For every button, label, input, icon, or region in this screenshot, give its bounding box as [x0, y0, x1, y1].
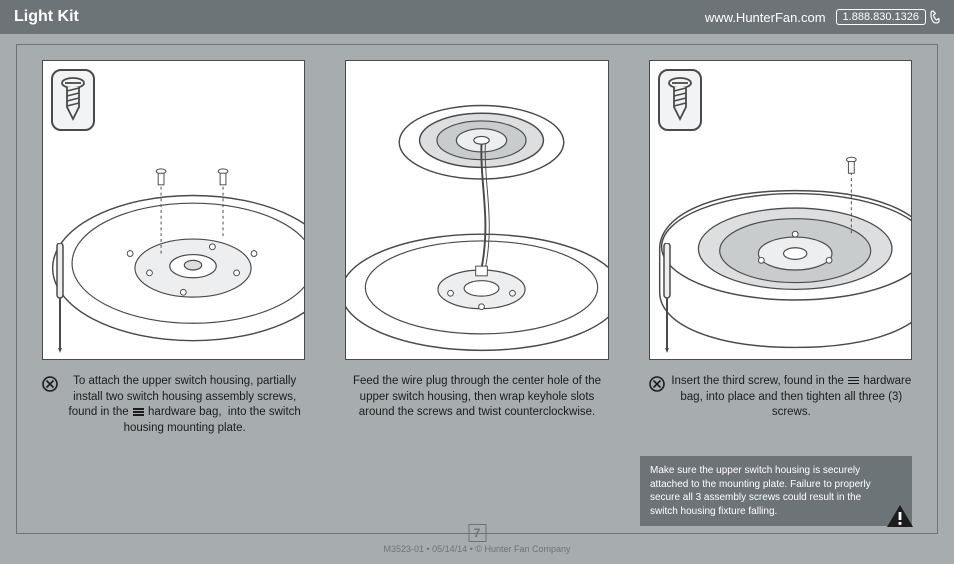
screwdriver-icon [658, 243, 676, 353]
screw-badge-icon [51, 69, 95, 131]
hardware-bag-icon [848, 377, 859, 385]
illustration-2 [346, 61, 607, 359]
page-footer: 7 M3523-01 • 05/14/14 • © Hunter Fan Com… [383, 524, 570, 554]
warning-text: Make sure the upper switch housing is se… [650, 465, 871, 517]
figure-3 [649, 60, 912, 360]
figure-1 [42, 60, 305, 360]
website-url: www.HunterFan.com [705, 10, 826, 25]
panel-3: Insert the third screw, found in the har… [649, 60, 912, 436]
screwdriver-icon [51, 243, 69, 353]
caption-3: Insert the third screw, found in the har… [671, 374, 912, 421]
screw-badge-icon [658, 69, 702, 131]
panel-2: Feed the wire plug through the center ho… [345, 60, 608, 436]
hardware-bag-icon [133, 408, 144, 416]
x-badge-icon [42, 376, 58, 392]
page-title: Light Kit [14, 8, 705, 26]
panel-1: To attach the upper switch housing, part… [42, 60, 305, 436]
caption-2: Feed the wire plug through the center ho… [347, 374, 607, 421]
panels-row: To attach the upper switch housing, part… [42, 60, 912, 436]
page-number: 7 [468, 524, 486, 542]
warning-icon [886, 504, 914, 528]
phone-number: 1.888.830.1326 [836, 9, 926, 25]
caption-1: To attach the upper switch housing, part… [64, 374, 305, 436]
figure-2 [345, 60, 608, 360]
phone-icon [930, 10, 940, 24]
x-badge-icon [649, 376, 665, 392]
warning-box: Make sure the upper switch housing is se… [640, 456, 912, 526]
header-bar: Light Kit www.HunterFan.com 1.888.830.13… [0, 0, 954, 34]
footnote: M3523-01 • 05/14/14 • © Hunter Fan Compa… [383, 544, 570, 554]
